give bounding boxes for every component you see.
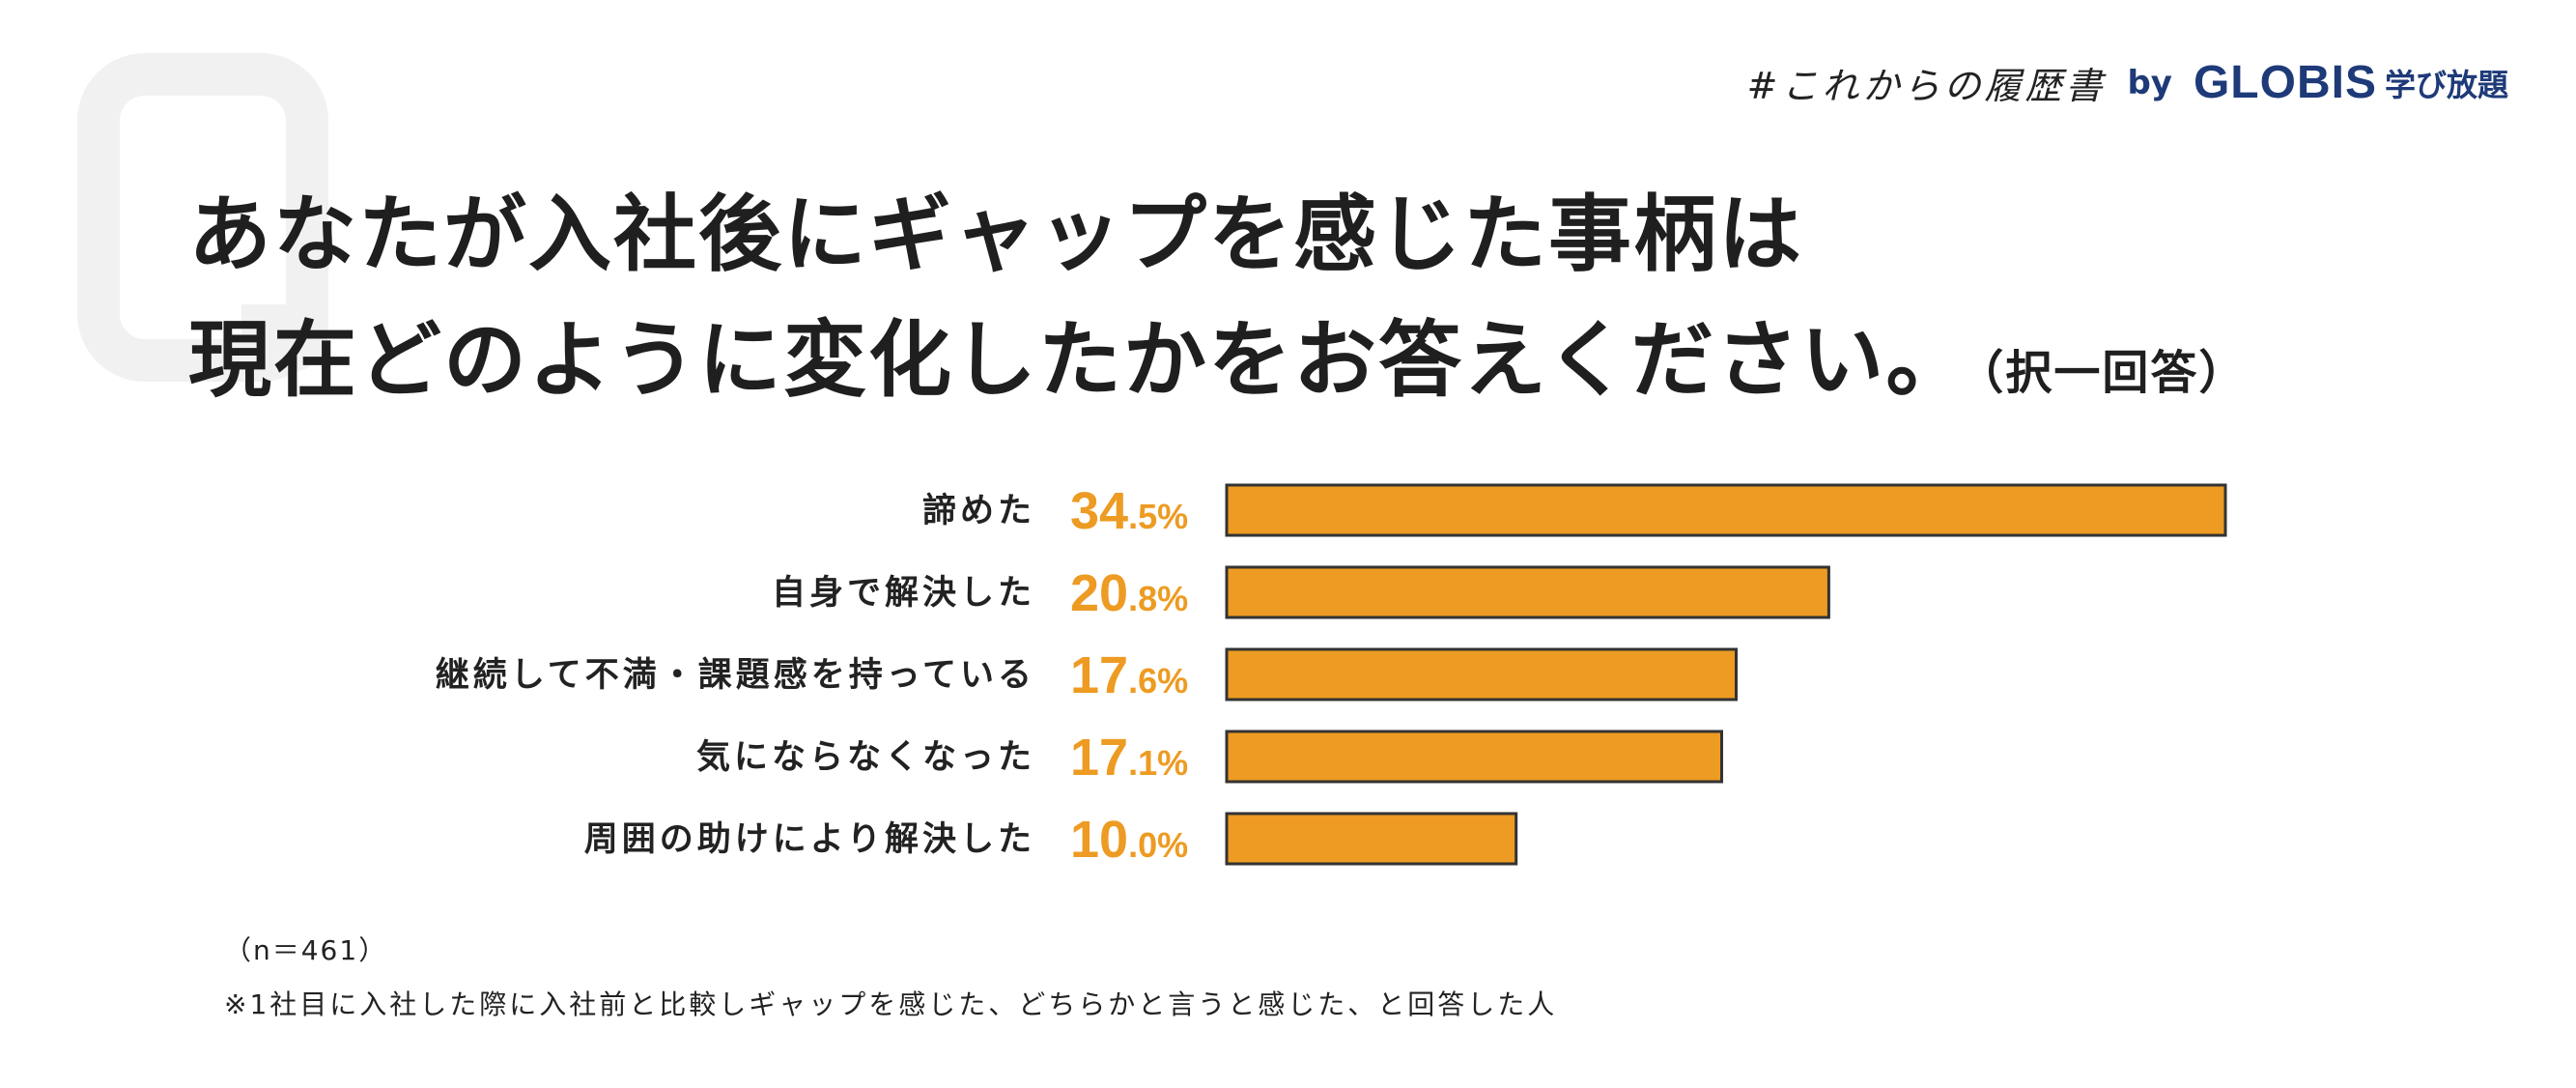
value-label: 17.1% <box>1070 729 1188 787</box>
brand-logo: #これからの履歴書 by GLOBIS 学び放題 <box>1747 56 2508 109</box>
brand-service: 学び放題 <box>2384 66 2508 103</box>
value-label-integer: 10 <box>1070 811 1128 869</box>
bar <box>1225 647 1738 701</box>
globis-logo: GLOBIS <box>2193 57 2377 108</box>
value-label-integer: 34 <box>1070 482 1128 540</box>
brand-hashtag: #これからの履歴書 <box>1746 65 2107 107</box>
bar <box>1225 812 1518 866</box>
value-label: 20.8% <box>1070 564 1188 622</box>
question-line-1: あなたが入社後にギャップを感じた事柄は <box>188 186 1803 283</box>
value-label-decimal: .8% <box>1128 579 1188 618</box>
brand-by: by <box>2127 63 2172 102</box>
value-label: 17.6% <box>1070 646 1188 704</box>
bar <box>1225 483 2227 537</box>
footnote: ※1社目に入社した際に入社前と比較しギャップを感じた、どちらかと言うと感じた、と… <box>224 988 1558 1020</box>
q-mark-tail-decoration <box>241 304 328 372</box>
category-label: 気にならなくなった <box>696 738 1035 777</box>
bar <box>1225 730 1723 784</box>
value-label: 34.5% <box>1070 482 1188 540</box>
value-label-integer: 20 <box>1070 564 1128 622</box>
sample-size-note: （n＝461） <box>224 934 388 966</box>
value-label-decimal: .0% <box>1128 825 1188 865</box>
category-label: 継続して不満・課題感を持っている <box>436 656 1035 695</box>
value-label: 10.0% <box>1070 811 1188 869</box>
category-label: 自身で解決した <box>772 574 1035 613</box>
category-label: 諦めた <box>922 492 1035 530</box>
bar <box>1225 565 1830 619</box>
question-title: あなたが入社後にギャップを感じた事柄は 現在どのように変化したかをお答えください… <box>188 172 2247 436</box>
value-label-decimal: .5% <box>1128 497 1188 536</box>
value-label-decimal: .1% <box>1128 743 1188 783</box>
question-note: （択一回答） <box>1980 346 2248 400</box>
question-line-2: 現在どのように変化したかをお答えください。 （択一回答） <box>188 298 2247 436</box>
question-line-2-text: 現在どのように変化したかをお答えください。 <box>188 312 1971 409</box>
value-label-integer: 17 <box>1070 646 1128 704</box>
category-label: 周囲の助けにより解決した <box>584 820 1035 859</box>
value-label-integer: 17 <box>1070 729 1128 787</box>
value-label-decimal: .6% <box>1128 661 1188 701</box>
